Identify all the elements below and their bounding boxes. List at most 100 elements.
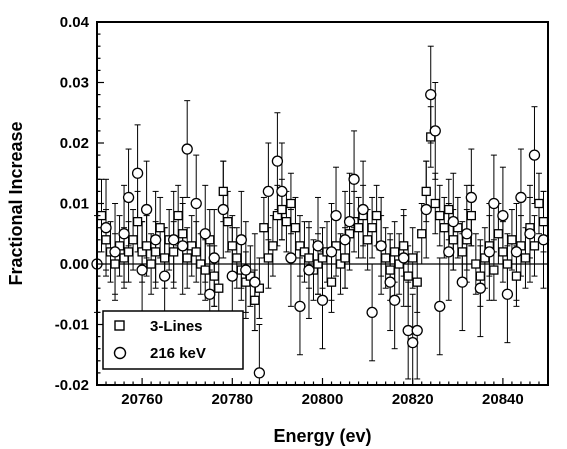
data-point-square (385, 265, 395, 275)
data-point-circle (240, 264, 252, 276)
data-point-square (538, 216, 549, 227)
x-tick-label: 20840 (482, 391, 524, 408)
data-point-square (223, 216, 233, 227)
data-point-circle (235, 234, 247, 246)
data-point-circle (330, 209, 342, 222)
data-point-circle (271, 155, 284, 167)
data-point-circle (226, 270, 238, 282)
data-point-square (132, 216, 143, 227)
data-point-square (286, 198, 296, 209)
data-point-square (182, 253, 192, 263)
y-tick-label: 0.04 (60, 14, 90, 31)
data-point-square (380, 253, 391, 263)
data-point-circle (537, 234, 550, 246)
data-point-square (412, 277, 422, 287)
data-point-circle (447, 215, 459, 228)
x-tick-label: 20820 (392, 391, 434, 408)
legend-square-marker-icon (114, 320, 125, 331)
x-tick-label: 20760 (121, 391, 163, 408)
data-point-circle (316, 294, 329, 306)
data-point-square (498, 247, 508, 257)
data-point-square (475, 271, 486, 281)
x-tick-label: 20780 (211, 391, 253, 408)
data-point-square (493, 229, 504, 239)
data-point-square (362, 235, 373, 245)
data-point-square (511, 271, 522, 281)
data-point-square (471, 259, 481, 269)
data-point-circle (343, 215, 356, 228)
data-point-square (214, 283, 224, 293)
data-point-circle (411, 324, 423, 337)
legend: 3-Lines 216 keV (102, 310, 244, 370)
data-point-square (141, 241, 152, 251)
legend-box (102, 310, 244, 370)
data-point-circle (122, 191, 135, 204)
data-point-square (146, 259, 156, 269)
data-point-square (155, 223, 165, 233)
data-point-square (268, 241, 278, 251)
data-point-circle (136, 264, 148, 276)
data-point-square (178, 229, 188, 239)
data-point-circle (384, 276, 396, 288)
data-point-square (399, 241, 409, 251)
data-point-circle (524, 228, 536, 240)
data-point-square (340, 253, 350, 263)
data-point-square (430, 198, 440, 209)
y-tick-label: 0.03 (60, 75, 89, 92)
data-point-circle (501, 288, 514, 300)
data-point-circle (375, 240, 387, 252)
data-point-circle (434, 300, 446, 313)
data-point-circle (181, 143, 193, 155)
data-point-square (466, 210, 476, 221)
data-point-circle (474, 282, 487, 294)
data-point-circle (407, 336, 419, 349)
data-point-circle (199, 228, 211, 240)
data-point-square (101, 235, 111, 245)
legend-label-series-2: 216 keV (150, 345, 206, 362)
data-point-square (169, 247, 179, 257)
data-point-square (191, 247, 201, 257)
y-tick-label: -0.01 (55, 317, 89, 334)
data-point-square (281, 216, 292, 227)
data-point-square (326, 277, 337, 287)
data-point-square (448, 235, 458, 245)
data-point-square (408, 253, 418, 263)
data-point-square (209, 271, 219, 281)
data-point-square (371, 210, 382, 221)
data-point-square (173, 210, 183, 221)
data-point-circle (510, 246, 523, 258)
data-point-circle (366, 306, 378, 319)
marker-layer (91, 88, 550, 379)
data-point-square (529, 241, 540, 251)
data-point-square (250, 295, 260, 305)
data-point-circle (456, 276, 468, 288)
data-point-circle (425, 88, 437, 101)
legend-label-series-1: 3-Lines (150, 318, 203, 335)
data-point-square (259, 223, 269, 233)
data-point-circle (443, 246, 455, 258)
data-point-square (353, 223, 364, 233)
data-point-circle (140, 203, 153, 216)
data-point-circle (312, 240, 324, 252)
data-point-circle (253, 367, 266, 379)
data-point-circle (483, 246, 496, 258)
data-point-square (227, 241, 237, 251)
y-tick-label: 0.02 (60, 135, 89, 152)
axis-layer: 20760 20780 20800 20820 20840 -0.02 -0.01 0.00 0… (55, 14, 549, 408)
data-point-circle (398, 252, 410, 264)
legend-circle-marker-icon (113, 346, 127, 360)
data-point-circle (276, 185, 288, 198)
data-point-circle (177, 240, 189, 252)
data-point-circle (515, 191, 527, 204)
data-point-circle (348, 173, 360, 185)
data-point-square (417, 229, 427, 239)
data-point-square (263, 253, 274, 263)
data-point-square (304, 253, 314, 263)
data-point-square (403, 271, 413, 281)
data-point-square (457, 247, 467, 257)
data-point-square (128, 235, 138, 245)
data-point-circle (528, 149, 541, 161)
data-point-circle (217, 203, 229, 216)
data-point-square (507, 235, 517, 245)
